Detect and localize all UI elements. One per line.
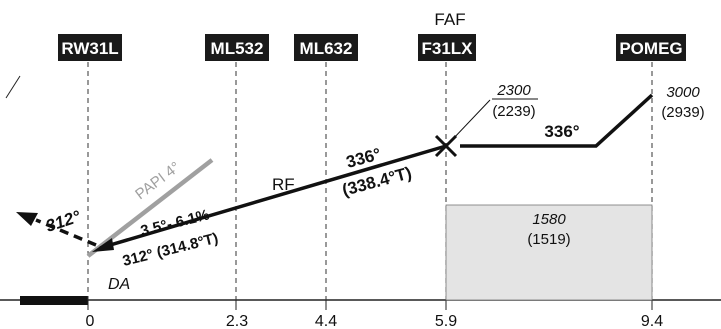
fix-label-rw31l: RW31L	[61, 39, 118, 58]
runway-bar	[20, 296, 88, 305]
distance-label-ml632: 4.4	[315, 313, 337, 329]
fix-box-ml532: ML532	[205, 34, 269, 61]
rf-label: RF	[272, 175, 295, 194]
distance-label-ml532: 2.3	[226, 313, 248, 329]
leader-line-left	[5, 75, 21, 99]
fix-label-pomeg: POMEG	[619, 39, 682, 58]
papi-label: PAPI 4°	[132, 159, 183, 204]
faf-altitude-leader	[451, 99, 491, 141]
pomeg-altitude-hat: (2939)	[661, 104, 704, 121]
fix-label-ml532: ML532	[211, 39, 264, 58]
missed-approach-path	[35, 218, 97, 247]
missed-approach-arrow	[16, 212, 38, 226]
faf-altitude-msl: 2300	[496, 82, 531, 99]
fix-box-rw31l: RW31L	[58, 34, 122, 61]
faf-altitude-hat: (2239)	[492, 103, 535, 120]
faf-label: FAF	[434, 10, 465, 29]
intermediate-course-label: 336°	[544, 122, 579, 141]
altitude-box-msl: 1580	[532, 211, 566, 228]
final-approach-arrow	[92, 238, 114, 252]
distance-label-f31lx: 5.9	[435, 313, 457, 329]
intermediate-segment	[460, 93, 654, 148]
fix-label-f31lx: F31LX	[421, 39, 473, 58]
da-label: DA	[108, 276, 130, 293]
altitude-box	[445, 204, 653, 301]
altitude-box-hat: (1519)	[527, 231, 570, 248]
final-approach-path	[99, 144, 447, 250]
fix-box-f31lx: F31LX	[418, 34, 476, 61]
distance-label-rw31l: 0	[86, 313, 95, 329]
fix-box-ml632: ML632	[294, 34, 358, 61]
papi-line	[86, 158, 214, 258]
distance-label-pomeg: 9.4	[641, 313, 663, 329]
fix-box-pomeg: POMEG	[616, 34, 686, 61]
fix-label-ml632: ML632	[300, 39, 353, 58]
pomeg-altitude-msl: 3000	[666, 84, 700, 101]
